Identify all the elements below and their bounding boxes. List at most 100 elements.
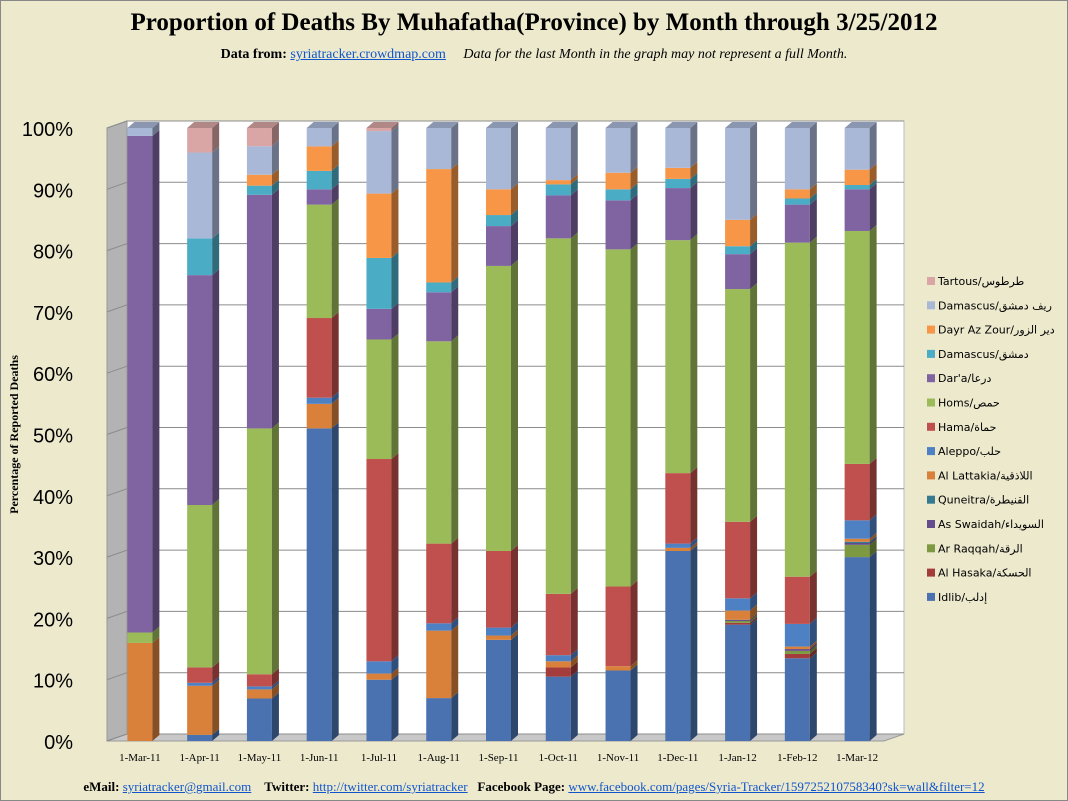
chart-title: Proportion of Deaths By Muhafatha(Provin… — [130, 9, 938, 36]
bar-segment-side — [331, 122, 339, 147]
bar-segment-side — [451, 537, 459, 624]
bar-segment — [784, 623, 810, 647]
email-link[interactable]: syriatracker@gmail.com — [122, 779, 252, 794]
bar-segment-side — [869, 551, 877, 741]
bar-segment-side — [570, 174, 578, 185]
bar-segment-side — [212, 146, 220, 239]
bar-segment-side — [212, 728, 220, 741]
bar-segment-side — [690, 544, 698, 741]
legend-label: Idlib/إدلب — [938, 591, 987, 604]
x-tick-label: 1-Mar-12 — [836, 752, 878, 764]
bar-segment — [187, 504, 213, 668]
bar-segment-side — [331, 391, 339, 404]
bar-segment — [187, 667, 213, 683]
bar-segment — [486, 627, 511, 636]
bar-segment — [725, 622, 751, 625]
legend-label: Damascus/دمشق — [938, 348, 1029, 362]
x-tick-label: 1-May-11 — [238, 752, 282, 764]
bar-segment — [545, 180, 571, 185]
legend-swatch — [927, 544, 935, 553]
bar-segment — [187, 128, 213, 153]
bar-segment-side — [809, 198, 817, 243]
bar-segment-side — [750, 618, 758, 741]
x-tick-label: 1-Aug-11 — [418, 752, 460, 764]
bar-segment — [725, 289, 751, 522]
facebook-link[interactable]: www.facebook.com/pages/Syria-Tracker/159… — [568, 779, 985, 794]
bar-segment — [545, 661, 571, 668]
bar-segment-side — [570, 661, 578, 677]
bar-segment — [486, 189, 511, 216]
bar-segment-side — [511, 629, 518, 640]
bar-segment — [486, 635, 511, 640]
bar-segment — [426, 292, 452, 342]
bar-segment — [486, 639, 511, 741]
bar-segment — [127, 632, 153, 643]
bar-segment-side — [750, 240, 758, 255]
bar-segment-side — [630, 664, 638, 741]
bar-segment-side — [391, 125, 399, 194]
bar-segment — [545, 655, 571, 662]
bar-segment — [426, 630, 452, 699]
y-tick-label: 80% — [33, 242, 73, 264]
x-tick-label: 1-Jun-11 — [300, 752, 339, 764]
bar-segment — [306, 397, 332, 404]
bar-segment — [246, 698, 272, 741]
y-tick-label: 70% — [33, 303, 73, 325]
bar-segment — [784, 204, 810, 243]
bar-segment — [246, 674, 272, 687]
bar-segment — [187, 238, 213, 276]
bar-segment-side — [809, 570, 817, 624]
bar-segment-top — [605, 122, 638, 128]
y-tick-label: 0% — [44, 732, 73, 754]
bar-segment-side — [511, 544, 518, 628]
bar-segment — [366, 339, 392, 460]
legend-swatch — [927, 374, 935, 383]
legend-label: Hama/حماة — [938, 421, 996, 434]
x-tick-label: 1-Feb-12 — [777, 752, 817, 764]
bar-segment-side — [869, 163, 877, 186]
bar-segment-side — [511, 633, 518, 741]
y-tick-label: 10% — [33, 671, 73, 693]
bar-segment — [426, 128, 452, 170]
bar-segment-side — [869, 457, 877, 521]
gridline — [106, 427, 904, 435]
data-source-link[interactable]: syriatracker.crowdmap.com — [290, 47, 446, 62]
bar-segment-side — [750, 248, 758, 290]
bar-stack-1-Sep-11 — [486, 122, 518, 741]
bar-segment — [545, 667, 571, 677]
bar-segment — [426, 169, 452, 283]
bar-stack-1-Mar-12 — [844, 122, 877, 741]
bar-segment — [665, 178, 691, 189]
bar-segment-side — [809, 647, 817, 659]
bar-segment-side — [809, 122, 817, 190]
gridline — [106, 243, 904, 252]
bar-segment — [725, 246, 751, 255]
x-tick-label: 1-Oct-11 — [539, 752, 578, 764]
bar-segment — [844, 541, 870, 544]
bar-segment — [306, 204, 332, 319]
bar-segment — [665, 473, 691, 544]
bar-segment-side — [630, 194, 638, 250]
legend-swatch — [927, 568, 935, 577]
bar-segment-side — [391, 453, 399, 662]
bar-segment-side — [511, 220, 518, 266]
bar-segment-side — [750, 515, 758, 599]
bar-segment — [366, 679, 392, 741]
bar-segment-top — [784, 122, 817, 128]
bar-segment-side — [451, 276, 459, 293]
bar-segment — [844, 189, 870, 231]
bar-segment — [725, 128, 751, 220]
bar-segment — [187, 734, 213, 741]
bar-segment — [306, 128, 332, 147]
bar-segment-side — [331, 164, 339, 190]
bar-segment-side — [570, 655, 578, 668]
bar-segment-side — [212, 661, 220, 683]
bar-stack-1-Dec-11 — [665, 122, 698, 741]
bar-segment — [844, 169, 870, 186]
bar-segment — [665, 128, 691, 168]
legend-swatch — [927, 277, 935, 285]
twitter-link[interactable]: http://twitter.com/syriatracker — [312, 779, 468, 794]
y-tick-label: 50% — [33, 426, 73, 448]
bar-segment-side — [690, 537, 698, 548]
bar-segment-side — [750, 614, 758, 623]
